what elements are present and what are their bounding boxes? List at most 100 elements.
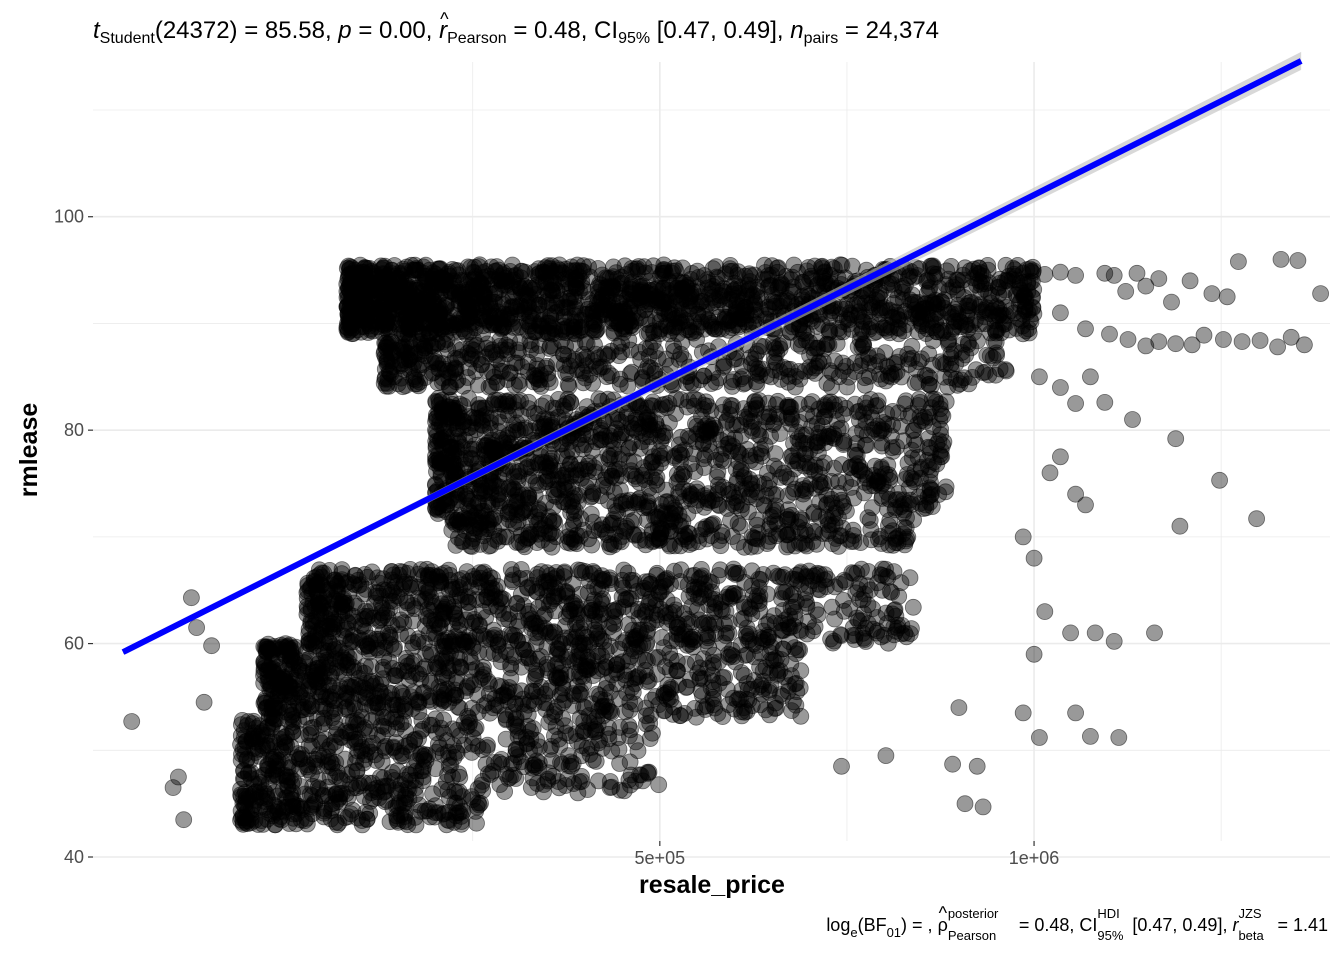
scatter-point bbox=[853, 338, 871, 356]
scatter-point bbox=[837, 474, 855, 492]
scatter-point bbox=[386, 304, 403, 322]
scatter-point bbox=[617, 494, 635, 512]
scatter-point bbox=[637, 362, 654, 380]
scatter-point bbox=[560, 496, 578, 514]
scatter-point bbox=[889, 310, 907, 328]
scatter-point bbox=[969, 332, 986, 350]
scatter-point bbox=[954, 266, 972, 284]
scatter-point bbox=[501, 364, 519, 382]
scatter-point bbox=[672, 291, 690, 309]
scatter-point bbox=[600, 461, 618, 479]
scatter-point bbox=[861, 477, 879, 495]
scatter-point bbox=[416, 342, 434, 359]
scatter-point bbox=[695, 367, 713, 385]
scatter-point bbox=[921, 279, 939, 297]
scatter-point bbox=[695, 614, 713, 632]
scatter-point bbox=[688, 331, 705, 348]
scatter-point bbox=[360, 283, 378, 301]
scatter-point bbox=[516, 263, 534, 281]
scatter-point bbox=[504, 298, 522, 316]
scatter-point bbox=[601, 432, 619, 450]
t-subscript: Student bbox=[99, 30, 155, 47]
scatter-point bbox=[797, 480, 814, 497]
scatter-point bbox=[438, 331, 456, 348]
scatter-point bbox=[791, 621, 809, 639]
scatter-point bbox=[636, 471, 654, 489]
scatter-point bbox=[570, 455, 588, 473]
scatter-point bbox=[390, 566, 408, 584]
scatter-point bbox=[709, 463, 727, 481]
scatter-point bbox=[533, 519, 550, 537]
scatter-point bbox=[746, 358, 764, 376]
scatter-point bbox=[591, 293, 609, 311]
scatter-point bbox=[410, 377, 427, 395]
scatter-point bbox=[776, 566, 794, 584]
scatter-point bbox=[694, 435, 712, 453]
scatter-point bbox=[465, 288, 482, 305]
scatter-point bbox=[399, 271, 416, 288]
scatter-point bbox=[825, 632, 843, 650]
scatter-point bbox=[697, 393, 715, 411]
scatter-point bbox=[652, 454, 669, 472]
scatter-point bbox=[458, 311, 475, 329]
scatter-point bbox=[793, 511, 811, 529]
scatter-point bbox=[300, 620, 318, 638]
scatter-point bbox=[949, 376, 966, 394]
scatter-point bbox=[820, 336, 838, 354]
scatter-point bbox=[494, 316, 512, 334]
scatter-point bbox=[890, 588, 908, 605]
scatter-point bbox=[868, 288, 886, 306]
scatter-point bbox=[460, 603, 478, 621]
scatter-point bbox=[567, 278, 585, 296]
scatter-point bbox=[738, 287, 756, 305]
scatter-point bbox=[665, 310, 683, 328]
scatter-point bbox=[463, 340, 480, 358]
scatter-point bbox=[771, 337, 788, 355]
scatter-point bbox=[816, 408, 834, 426]
p-value: = 0.00, bbox=[351, 17, 440, 44]
scatter-point bbox=[510, 277, 528, 295]
scatter-point bbox=[485, 521, 503, 539]
scatter-point bbox=[382, 365, 400, 383]
scatter-point bbox=[877, 560, 894, 578]
scatter-point bbox=[422, 287, 440, 305]
scatter-point bbox=[491, 270, 508, 288]
scatter-point bbox=[738, 410, 756, 428]
scatter-point bbox=[735, 467, 753, 485]
t-symbol: t bbox=[93, 17, 100, 44]
scatter-point bbox=[475, 591, 493, 609]
scatter-point bbox=[917, 499, 935, 517]
scatter-point bbox=[848, 564, 866, 582]
scatter-point bbox=[821, 309, 838, 327]
scatter-point bbox=[431, 617, 449, 635]
scatter-point bbox=[861, 581, 879, 599]
scatter-point bbox=[733, 427, 750, 445]
scatter-point bbox=[656, 264, 674, 282]
scatter-point bbox=[580, 605, 598, 622]
scatter-point bbox=[710, 567, 727, 584]
scatter-point bbox=[580, 530, 598, 548]
scatter-point bbox=[549, 408, 567, 426]
scatter-point bbox=[594, 358, 612, 376]
scatter-point bbox=[561, 357, 579, 375]
scatter-point bbox=[720, 585, 738, 603]
scatter-point bbox=[554, 466, 572, 484]
scatter-point bbox=[583, 487, 601, 505]
scatter-point bbox=[344, 325, 362, 342]
scatter-point bbox=[782, 408, 800, 426]
scatter-point bbox=[446, 464, 464, 481]
t-statistic: (24372) = 85.58, bbox=[154, 17, 339, 44]
scatter-point bbox=[622, 462, 640, 480]
scatter-point bbox=[525, 373, 542, 391]
scatter-point bbox=[423, 563, 441, 580]
scatter-point bbox=[897, 519, 915, 537]
scatter-point bbox=[862, 521, 880, 538]
scatter-point bbox=[847, 584, 865, 602]
scatter-point bbox=[501, 605, 519, 623]
scatter-point bbox=[477, 507, 495, 524]
scatter-point bbox=[722, 299, 739, 317]
n-value: = 24,374 bbox=[838, 17, 940, 44]
scatter-point bbox=[899, 345, 917, 363]
scatter-point bbox=[595, 605, 612, 623]
